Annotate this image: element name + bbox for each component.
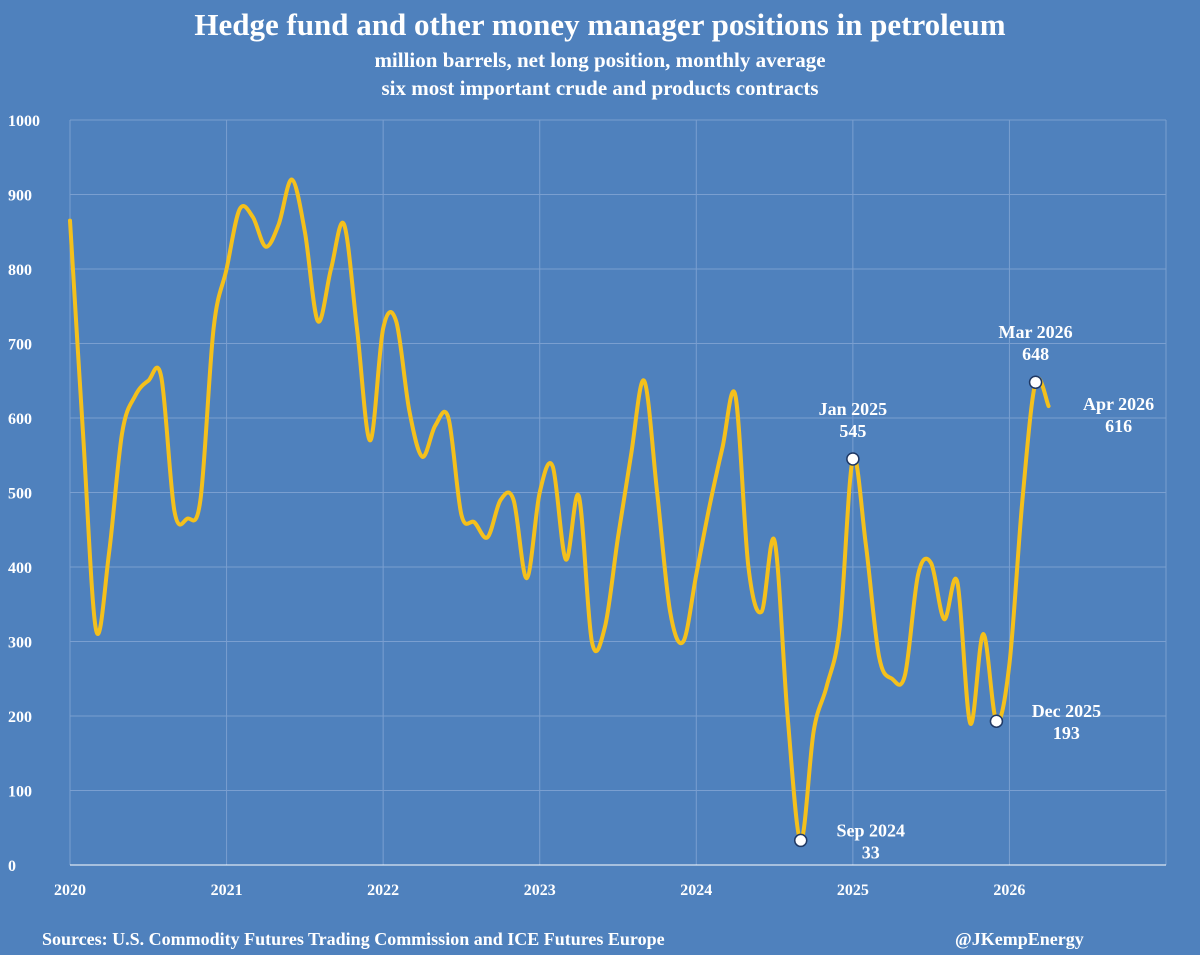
annotation-value-label: 193 — [1053, 723, 1080, 743]
y-tick-label: 900 — [8, 188, 32, 205]
y-tick-label: 200 — [8, 709, 32, 726]
annotation-marker — [793, 833, 808, 848]
y-tick-label: 300 — [8, 635, 32, 652]
annotation-marker — [989, 714, 1004, 728]
x-tick-label: 2025 — [837, 882, 869, 899]
annotation-date-label: Apr 2026 — [1083, 394, 1154, 414]
annotation-date-label: Jan 2025 — [819, 399, 888, 419]
author-credit: @JKempEnergy — [955, 929, 1084, 949]
annotation-value-label: 545 — [839, 421, 866, 441]
chart-title: Hedge fund and other money manager posit… — [194, 7, 1006, 42]
annotation-value-label: 616 — [1105, 416, 1132, 436]
x-tick-label: 2020 — [54, 882, 86, 899]
y-tick-label: 0 — [8, 858, 16, 875]
chart-subtitle-contracts: six most important crude and products co… — [381, 76, 819, 100]
annotation-marker — [846, 452, 860, 466]
y-tick-label: 700 — [8, 337, 32, 354]
x-tick-label: 2023 — [524, 882, 556, 899]
annotation-marker — [1028, 375, 1043, 389]
annotation-value-label: 33 — [862, 842, 880, 862]
source-note: Sources: U.S. Commodity Futures Trading … — [42, 929, 665, 949]
annotation-date-label: Mar 2026 — [998, 322, 1072, 342]
axis-labels: 0 100 200 300 400 500 600 700 800 900 1000 2020 2021… — [8, 113, 1025, 899]
y-tick-label: 100 — [8, 784, 32, 801]
annotation-date-label: Sep 2024 — [836, 820, 905, 840]
annotation-value-label: 648 — [1022, 344, 1049, 364]
x-tick-label: 2024 — [680, 882, 712, 899]
y-tick-label: 400 — [8, 560, 32, 577]
x-tick-label: 2022 — [367, 882, 399, 899]
x-tick-label: 2026 — [993, 882, 1025, 899]
y-tick-label: 600 — [8, 411, 32, 428]
grid-lines — [69, 119, 1167, 866]
y-tick-label: 1000 — [8, 113, 40, 130]
series-line-net-long — [68, 177, 1051, 843]
y-tick-label: 500 — [8, 486, 32, 503]
x-tick-label: 2021 — [211, 882, 243, 899]
annotation-date-label: Dec 2025 — [1032, 701, 1101, 721]
y-tick-label: 800 — [8, 262, 32, 279]
chart-subtitle-units: million barrels, net long position, mont… — [374, 48, 826, 72]
